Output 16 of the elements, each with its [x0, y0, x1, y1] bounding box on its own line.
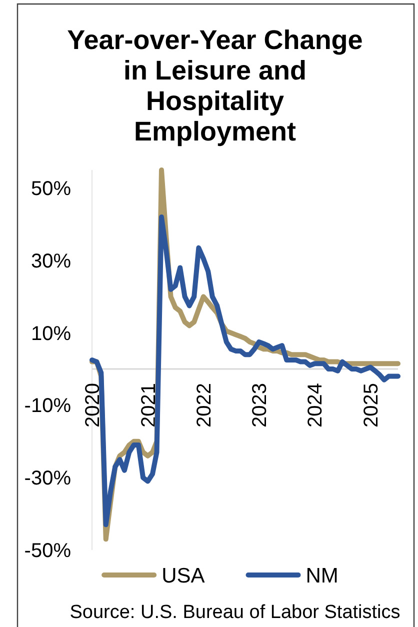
- x-tick-label: 2022: [193, 383, 216, 428]
- y-tick-label: -50%: [24, 540, 72, 562]
- legend-label: NM: [306, 564, 338, 588]
- y-tick-label: 30%: [30, 250, 72, 272]
- y-tick-label: 50%: [30, 178, 72, 200]
- x-tick-label: 2020: [82, 383, 104, 428]
- source-note: Source: U.S. Bureau of Labor Statistics: [70, 602, 400, 623]
- y-tick-label: -30%: [24, 468, 72, 490]
- x-tick-label: 2023: [249, 383, 272, 428]
- legend-label: USA: [162, 564, 205, 588]
- y-tick-label: 10%: [30, 322, 72, 345]
- x-tick-label: 2024: [304, 383, 327, 428]
- x-tick-label: 2021: [138, 383, 160, 428]
- chart-title: Year-over-Year Change in Leisure and Hospitality Employment: [67, 25, 363, 146]
- y-tick-label: -10%: [24, 395, 72, 418]
- x-tick-label: 2025: [360, 383, 382, 428]
